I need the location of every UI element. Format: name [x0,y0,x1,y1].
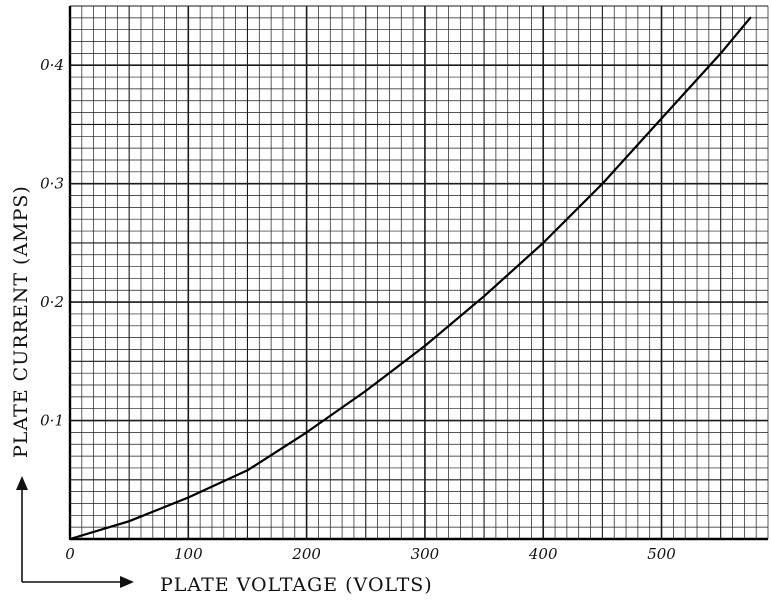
x-tick-label: 400 [528,545,558,563]
axes [68,6,768,541]
y-tick-label: 0·2 [40,293,64,311]
series-line-plate-current [68,16,752,541]
y-tick-label: 0·3 [40,175,64,193]
x-tick-label: 200 [291,545,321,563]
x-tick-label: 300 [411,545,440,563]
x-tick-label: 100 [174,545,203,563]
x-tick-label: 500 [647,545,676,563]
graph-paper-grid [69,5,769,540]
y-axis-arrow [16,476,28,582]
series-layer [68,16,752,541]
y-axis-title: PLATE CURRENT (AMPS) [10,185,32,458]
x-tick-label: 0 [65,545,75,563]
y-tick-labels: 0·1 0·2 0·3 0·4 [40,56,64,429]
y-tick-label: 0·1 [40,412,64,430]
y-tick-label: 0·4 [40,56,64,74]
x-tick-labels: 0 100 200 300 400 500 [65,545,676,563]
x-axis-arrow [22,576,134,588]
x-axis-title: PLATE VOLTAGE (VOLTS) [160,574,433,596]
